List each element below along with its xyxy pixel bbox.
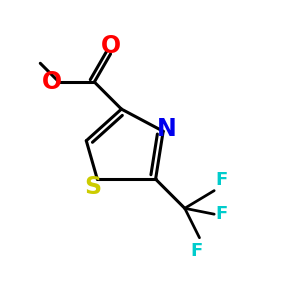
Text: O: O	[100, 34, 121, 58]
Text: O: O	[42, 70, 62, 94]
Text: F: F	[216, 205, 228, 223]
Text: F: F	[190, 242, 202, 260]
Text: N: N	[157, 117, 177, 141]
Text: F: F	[216, 171, 228, 189]
Text: S: S	[84, 176, 101, 200]
